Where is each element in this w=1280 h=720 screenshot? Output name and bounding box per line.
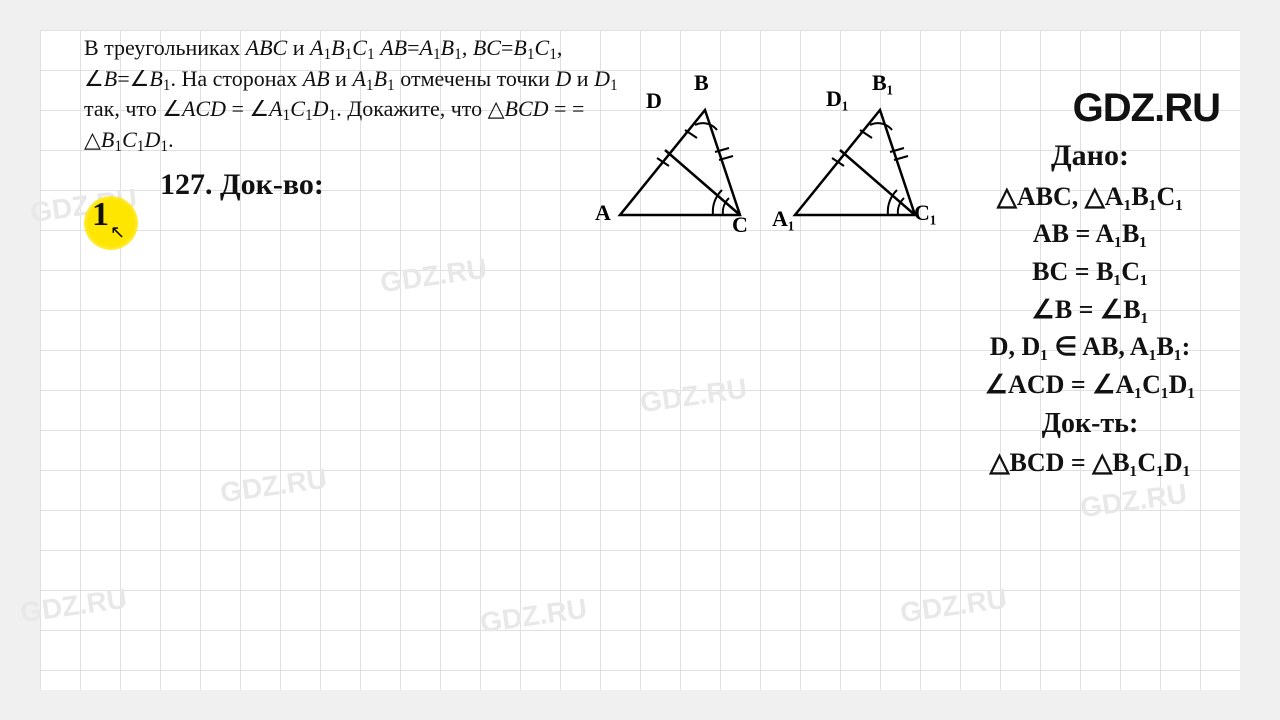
problem-statement: В треугольниках ABC и A1B1C1 AB=A1B1, BC… [84,34,644,156]
given-line: AB = A₁B₁ [960,215,1220,253]
given-line: △ABC, △A₁B₁C₁ [960,178,1220,216]
step-number: 1 [92,196,109,234]
given-block: Дано: △ABC, △A₁B₁C₁ AB = A₁B₁ BC = B₁C₁ … [960,134,1220,482]
grid-sheet: GDZ.RU GDZ.RU GDZ.RU GDZ.RU GDZ.RU GDZ.R… [40,30,1240,690]
vertex-label: A₁ [772,206,794,232]
vertex-label: C [732,212,748,238]
watermark: GDZ.RU [638,373,749,420]
prove-heading: Док-ть: [960,404,1220,445]
proof-title: 127. Док-во: [160,168,324,202]
watermark: GDZ.RU [18,583,129,630]
vertex-label: D₁ [826,86,848,112]
given-line: BC = B₁C₁ [960,253,1220,291]
watermark: GDZ.RU [478,593,589,640]
given-line: ∠ACD = ∠A₁C₁D₁ [960,366,1220,404]
given-line: ∠B = ∠B₁ [960,291,1220,329]
vertex-label: A [595,200,611,226]
watermark: GDZ.RU [1078,478,1189,525]
prove-line: △BCD = △B₁C₁D₁ [960,444,1220,482]
watermark: GDZ.RU [378,253,489,300]
vertex-label: C₁ [914,200,936,226]
vertex-label: B [694,70,709,96]
given-heading: Дано: [960,134,1220,178]
watermark: GDZ.RU [898,583,1009,630]
site-logo: GDZ.RU [1073,86,1220,131]
triangle-abc-diagram [595,80,765,230]
given-line: D, D₁ ∈ AB, A₁B₁: [960,328,1220,366]
watermark: GDZ.RU [218,463,329,510]
vertex-label: D [646,88,662,114]
cursor-arrow-icon: ↖ [110,222,125,243]
vertex-label: B₁ [872,70,893,96]
